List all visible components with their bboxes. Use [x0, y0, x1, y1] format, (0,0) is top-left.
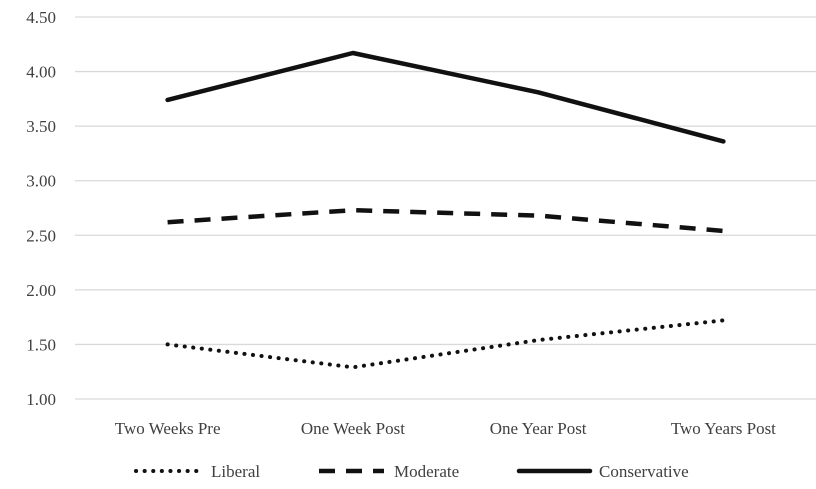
y-tick-label: 1.50	[26, 335, 56, 354]
x-tick-label: Two Weeks Pre	[115, 419, 221, 438]
y-tick-label: 2.50	[26, 226, 56, 245]
series-line-liberal	[165, 318, 726, 370]
y-tick-label: 4.00	[26, 63, 56, 82]
x-axis-tick-labels: Two Weeks Pre One Week Post One Year Post T…	[115, 419, 776, 438]
legend-item-conservative: Conservative	[516, 462, 689, 481]
series-lines	[165, 50, 726, 370]
series-line-moderate	[167, 207, 724, 234]
legend-item-moderate: Moderate	[319, 462, 459, 481]
y-tick-label: 2.00	[26, 281, 56, 300]
y-tick-label: 4.50	[26, 8, 56, 27]
y-axis-tick-labels: 1.00 1.50 2.00 2.50 3.00 3.50 4.00 4.50	[26, 8, 56, 409]
legend-label: Liberal	[211, 462, 260, 481]
x-tick-label: Two Years Post	[671, 419, 776, 438]
x-tick-label: One Year Post	[490, 419, 587, 438]
y-tick-label: 1.00	[26, 390, 56, 409]
legend: Liberal Moderate Conservative	[134, 462, 689, 481]
y-tick-label: 3.00	[26, 172, 56, 191]
legend-label: Moderate	[394, 462, 459, 481]
gridlines	[75, 16, 816, 400]
x-tick-label: One Week Post	[301, 419, 405, 438]
y-tick-label: 3.50	[26, 117, 56, 136]
series-line-conservative	[165, 50, 726, 144]
legend-item-liberal: Liberal	[134, 462, 260, 481]
legend-label: Conservative	[599, 462, 689, 481]
